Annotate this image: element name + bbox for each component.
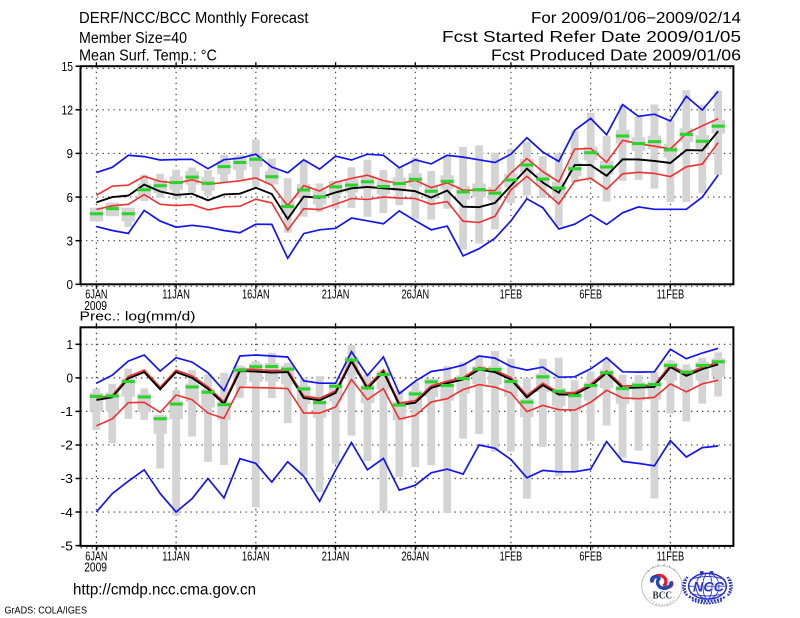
svg-text:BCC: BCC <box>653 590 673 601</box>
svg-text:1FEB: 1FEB <box>500 288 523 302</box>
svg-text:Prec.: log(mm/d): Prec.: log(mm/d) <box>80 310 196 324</box>
svg-text:15: 15 <box>62 60 74 74</box>
svg-text:11FEB: 11FEB <box>657 288 685 302</box>
svg-text:11JAN: 11JAN <box>162 288 190 302</box>
svg-text:6FEB: 6FEB <box>579 550 602 564</box>
svg-text:3: 3 <box>67 234 74 248</box>
svg-text:2009: 2009 <box>84 299 107 313</box>
svg-text:6JAN: 6JAN <box>85 288 107 302</box>
svg-text:Fcst Started Refer Date 2009/0: Fcst Started Refer Date 2009/01/05 <box>442 29 741 46</box>
svg-text:NCC: NCC <box>693 579 725 595</box>
svg-text:1FEB: 1FEB <box>500 550 523 564</box>
svg-text:9: 9 <box>67 147 74 161</box>
svg-text:16JAN: 16JAN <box>242 288 270 302</box>
svg-text:-2: -2 <box>61 439 74 453</box>
svg-text:Fcst Produced Date 2009/01/06: Fcst Produced Date 2009/01/06 <box>491 47 741 64</box>
svg-text:Member Size=40: Member Size=40 <box>79 30 187 47</box>
svg-text:-5: -5 <box>61 539 74 553</box>
svg-text:-1: -1 <box>61 405 74 419</box>
svg-text:0: 0 <box>67 372 74 386</box>
svg-text:Mean Surf. Temp.: °C: Mean Surf. Temp.: °C <box>79 48 217 65</box>
svg-text:0: 0 <box>67 278 74 292</box>
svg-text:26JAN: 26JAN <box>402 550 430 564</box>
svg-text:21JAN: 21JAN <box>322 550 350 564</box>
svg-text:21JAN: 21JAN <box>322 288 350 302</box>
svg-text:11JAN: 11JAN <box>162 550 190 564</box>
svg-text:2009: 2009 <box>84 561 107 575</box>
svg-text:6FEB: 6FEB <box>579 288 602 302</box>
svg-text:-3: -3 <box>61 472 74 486</box>
svg-text:-4: -4 <box>61 506 74 520</box>
svg-text:6JAN: 6JAN <box>85 550 107 564</box>
svg-text:DERF/NCC/BCC Monthly Forecast: DERF/NCC/BCC Monthly Forecast <box>79 10 309 27</box>
svg-text:1: 1 <box>67 338 74 352</box>
svg-text:For 2009/01/06−2009/02/14: For 2009/01/06−2009/02/14 <box>531 10 741 27</box>
svg-text:12: 12 <box>62 104 74 118</box>
svg-text:http://cmdp.ncc.cma.gov.cn: http://cmdp.ncc.cma.gov.cn <box>73 582 256 599</box>
svg-text:11FEB: 11FEB <box>657 550 685 564</box>
svg-text:26JAN: 26JAN <box>402 288 430 302</box>
svg-text:GrADS: COLA/IGES: GrADS: COLA/IGES <box>5 605 88 617</box>
svg-text:6: 6 <box>67 191 74 205</box>
svg-text:16JAN: 16JAN <box>242 550 270 564</box>
